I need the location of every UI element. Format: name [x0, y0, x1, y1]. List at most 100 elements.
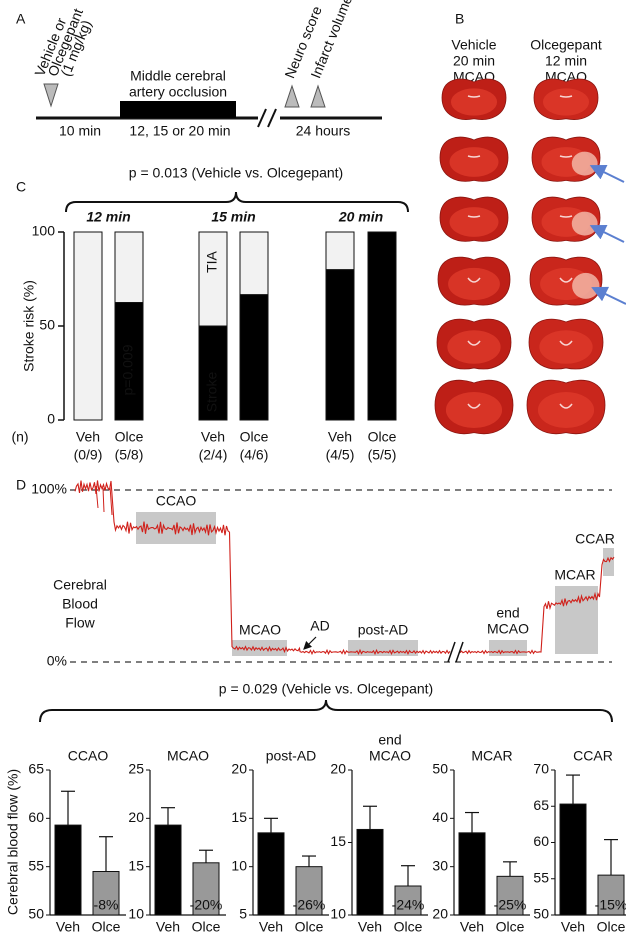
y-tick-label: 55 [28, 857, 44, 873]
annotation: -20% [190, 897, 223, 913]
brain-slice [526, 379, 606, 435]
axis-break [447, 641, 456, 663]
annotation: p=0.009 [120, 344, 136, 395]
x-tick-label: Olce [92, 919, 121, 935]
phase-label: end [496, 605, 519, 621]
y-tick-label: 70 [533, 761, 549, 777]
column-header: Vehicle [451, 37, 496, 53]
y-tick-label: 20 [128, 809, 144, 825]
y-tick-label: 0 [47, 411, 55, 427]
bar-segment [239, 294, 269, 421]
drug-marker [43, 83, 59, 108]
bar-segment [198, 231, 228, 327]
brain-cortex [537, 392, 595, 428]
count-label: (4/5) [326, 447, 355, 463]
count-axis-label: (n) [11, 429, 28, 445]
bar-segment [114, 231, 144, 303]
x-tick-label: Olce [368, 429, 397, 445]
y-tick-label: 50 [39, 317, 55, 333]
chart-title: p = 0.013 (Vehicle vs. Olcegepant) [129, 165, 343, 181]
phase-label: CCAR [575, 531, 615, 547]
bar-segment [325, 231, 355, 271]
brace [65, 191, 409, 213]
bar-segment [239, 231, 269, 296]
annotation: -15% [595, 897, 626, 913]
phase-box [603, 548, 614, 576]
y-tick-label: 100 [32, 223, 56, 239]
y-tick-label: 60 [533, 833, 549, 849]
brain-cortex [445, 392, 503, 428]
brain-cortex [447, 330, 501, 364]
y-tick-label: 15 [231, 809, 247, 825]
trace-label: Cerebral [53, 577, 107, 593]
phase-label: AD [310, 618, 329, 634]
brain-ventricle [467, 95, 481, 98]
x-tick-label: Veh [328, 429, 352, 445]
brain-slice [528, 318, 604, 370]
phase-box [489, 640, 527, 656]
chart-title: post-AD [266, 748, 317, 764]
x-tick-label: Olce [496, 919, 525, 935]
brain-ventricle [467, 277, 481, 283]
y-tick-label: 10 [330, 906, 346, 922]
panel-label: D [16, 477, 26, 493]
panel-label: C [16, 179, 26, 195]
infarct-arrow [589, 225, 625, 243]
x-tick-label: Veh [56, 919, 80, 935]
bar [356, 828, 384, 916]
bar-segment [325, 269, 355, 421]
brain-slice [436, 318, 512, 370]
bar-segment [73, 231, 103, 421]
reference-label: 0% [47, 653, 67, 669]
y-tick-label: 10 [128, 906, 144, 922]
x-tick-label: Olce [295, 919, 324, 935]
y-tick-label: 15 [128, 857, 144, 873]
segment-label: Stroke [204, 372, 220, 413]
duration-label: 24 hours [296, 123, 350, 139]
occlusion-label: artery occlusion [129, 84, 227, 100]
infarct [572, 272, 600, 299]
annotation: -8% [94, 897, 119, 913]
brain-slice [531, 196, 601, 242]
brain-ventricle [559, 155, 573, 158]
count-label: (5/8) [115, 447, 144, 463]
axis-break [257, 108, 267, 128]
x-tick-label: Veh [358, 919, 382, 935]
chart-title: CCAO [68, 748, 109, 764]
column-header: 12 min [545, 53, 587, 69]
chart-title: MCAO [167, 748, 209, 764]
reference-label: 100% [31, 481, 67, 497]
brain-ventricle [559, 215, 573, 218]
x-tick-label: Veh [156, 919, 180, 935]
y-tick-label: 20 [231, 761, 247, 777]
bar [192, 862, 220, 916]
brain-slice [441, 78, 507, 120]
y-tick-label: 65 [28, 761, 44, 777]
brain-ventricle [467, 403, 481, 409]
brain-ventricle [559, 95, 573, 98]
bar [559, 803, 587, 916]
y-tick-label: 55 [533, 869, 549, 885]
annotation: -26% [293, 897, 326, 913]
infarct [571, 211, 598, 236]
y-tick-label: 5 [239, 906, 247, 922]
count-label: (0/9) [74, 447, 103, 463]
infarct [571, 151, 598, 176]
y-tick-label: 20 [432, 906, 448, 922]
column-header: Olcegepant [530, 37, 602, 53]
duration-label: 10 min [59, 123, 101, 139]
summary-title: p = 0.029 (Vehicle vs. Olcegepant) [219, 681, 433, 697]
brain-ventricle [559, 403, 573, 409]
brain-cortex [539, 330, 593, 364]
brain-cortex [450, 88, 498, 116]
x-tick-label: Olce [115, 429, 144, 445]
bar-segment [367, 231, 397, 421]
brain-ventricle [467, 155, 481, 158]
outcome-marker [310, 84, 326, 108]
phase-label: post-AD [358, 622, 409, 638]
bar [92, 871, 120, 916]
y-tick-label: 30 [432, 857, 448, 873]
count-label: (2/4) [199, 447, 228, 463]
